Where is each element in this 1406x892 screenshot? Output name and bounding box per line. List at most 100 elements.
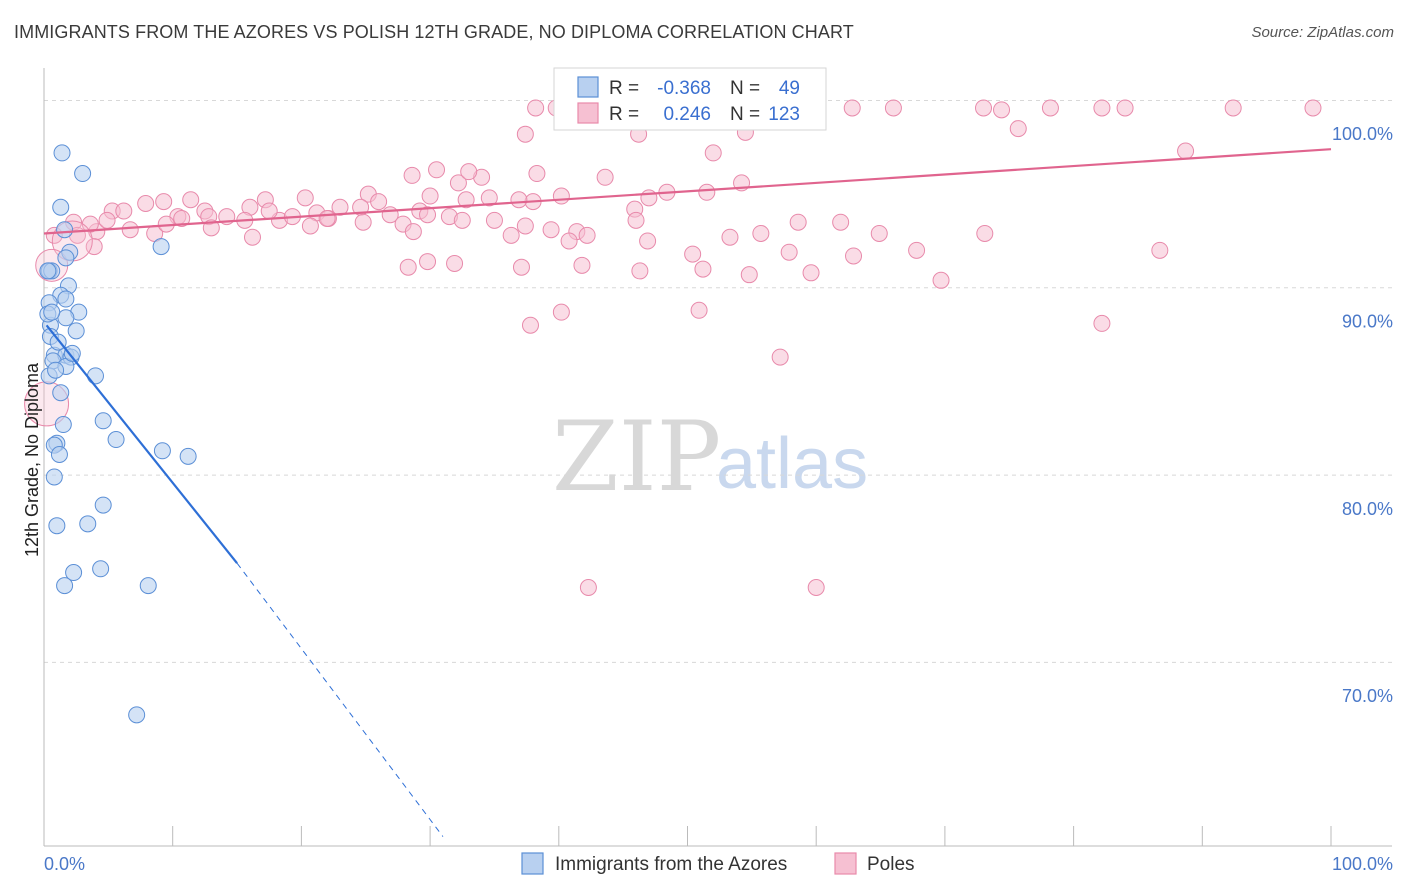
stats-pink-r-value: 0.246: [663, 104, 711, 125]
azores-point: [45, 468, 63, 486]
poles-point: [845, 247, 863, 265]
poles-point: [843, 99, 861, 117]
azores-point: [50, 446, 68, 464]
poles-point: [752, 224, 770, 242]
poles-point: [404, 223, 422, 241]
x-tick-label-1: 100.0%: [1332, 854, 1393, 874]
azores-trendline: [45, 324, 238, 564]
azores-point: [54, 416, 72, 434]
poles-point: [870, 224, 888, 242]
poles-point: [684, 245, 702, 263]
poles-point: [243, 228, 261, 246]
x-tick-label-0: 0.0%: [44, 854, 85, 874]
azores-point: [139, 577, 157, 595]
azores-point: [67, 322, 85, 340]
axes: [43, 68, 1392, 847]
poles-point: [802, 264, 820, 282]
poles-point: [1224, 99, 1242, 117]
poles-point: [137, 195, 155, 213]
poles-point: [631, 262, 649, 280]
stats-box: R = -0.368 N = 49 R = 0.246 N = 123: [553, 67, 827, 131]
poles-point: [721, 228, 739, 246]
poles-point: [740, 266, 758, 284]
legend-azores-swatch: [521, 852, 544, 875]
poles-point: [502, 226, 520, 244]
poles-point: [560, 232, 578, 250]
azores-point: [179, 447, 197, 465]
poles-point: [627, 211, 645, 229]
poles-point: [640, 189, 658, 207]
poles-point: [301, 217, 319, 235]
poles-point: [579, 579, 597, 597]
watermark: ZIP atlas: [552, 401, 868, 513]
poles-point: [485, 211, 503, 229]
poles-point: [449, 174, 467, 192]
poles-point: [698, 183, 716, 201]
azores-point: [57, 249, 75, 267]
azores-point: [43, 303, 61, 321]
watermark-zip: ZIP: [552, 401, 721, 513]
poles-point: [789, 213, 807, 231]
azores-point: [153, 442, 171, 460]
poles-point: [573, 256, 591, 274]
azores-point: [56, 577, 74, 595]
poles-point: [318, 209, 336, 227]
gridlines: [44, 99, 1392, 663]
poles-point: [446, 254, 464, 272]
poles-point: [419, 206, 437, 224]
azores-point: [57, 290, 75, 308]
azores-point: [86, 367, 104, 385]
poles-point: [690, 301, 708, 319]
poles-points: [24, 99, 1322, 597]
tick-labels: 100.0% 90.0% 80.0% 70.0% 0.0% 100.0%: [44, 124, 1393, 874]
poles-point: [428, 161, 446, 179]
poles-point: [460, 163, 478, 181]
legend: Immigrants from the Azores Poles: [521, 852, 915, 875]
azores-point: [92, 560, 110, 578]
stats-pink-r-label: R =: [609, 104, 639, 125]
poles-point: [260, 202, 278, 220]
poles-point: [908, 241, 926, 259]
y-axis-label: 12th Grade, No Diploma: [22, 362, 42, 557]
y-tick-label-0: 100.0%: [1332, 124, 1393, 144]
azores-point: [63, 344, 81, 362]
legend-poles-label: Poles: [867, 854, 915, 875]
azores-point: [56, 221, 74, 239]
poles-point: [121, 221, 139, 239]
poles-point: [976, 224, 994, 242]
poles-point: [370, 193, 388, 211]
stats-box-frame: [553, 67, 827, 131]
y-tick-label-3: 70.0%: [1342, 686, 1393, 706]
trendlines: [43, 148, 1332, 837]
stats-pink-n-label: N =: [730, 104, 760, 125]
stats-pink-n-value: 123: [768, 104, 800, 125]
stats-blue-n-label: N =: [730, 78, 760, 99]
stats-blue-n-value: 49: [779, 78, 800, 99]
poles-point: [807, 579, 825, 597]
azores-point: [39, 262, 57, 280]
poles-point: [457, 191, 475, 209]
poles-point: [639, 232, 657, 250]
poles-point: [516, 217, 534, 235]
poles-point: [884, 99, 902, 117]
poles-point: [527, 99, 545, 117]
poles-point: [694, 260, 712, 278]
poles-point: [453, 211, 471, 229]
poles-point: [771, 348, 789, 366]
poles-point: [510, 191, 528, 209]
azores-point: [65, 564, 83, 582]
watermark-atlas: atlas: [716, 424, 868, 504]
stats-pink-swatch: [577, 102, 599, 124]
poles-point: [542, 221, 560, 239]
azores-point: [94, 496, 112, 514]
poles-point: [173, 209, 191, 227]
poles-point: [421, 187, 439, 205]
poles-point: [1177, 142, 1195, 160]
source-credit: Source: ZipAtlas.com: [1251, 24, 1394, 41]
chart-title: IMMIGRANTS FROM THE AZORES VS POLISH 12T…: [14, 22, 854, 42]
poles-point: [552, 187, 570, 205]
azores-point: [53, 144, 71, 162]
poles-point: [403, 166, 421, 184]
poles-point: [480, 189, 498, 207]
